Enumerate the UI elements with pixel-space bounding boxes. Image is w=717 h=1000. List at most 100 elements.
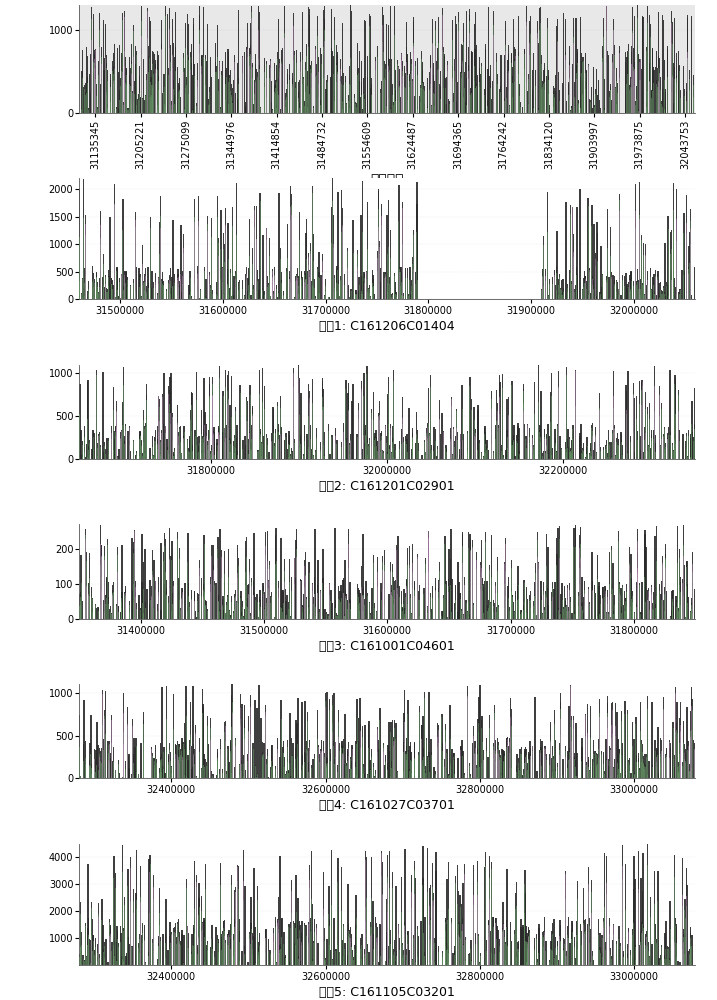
- Bar: [603, 921, 604, 965]
- Bar: [139, 287, 140, 299]
- Bar: [522, 927, 523, 965]
- Bar: [239, 393, 240, 459]
- Bar: [378, 281, 379, 299]
- Bar: [428, 531, 429, 619]
- Bar: [167, 447, 168, 459]
- Bar: [409, 742, 411, 778]
- Bar: [125, 761, 126, 778]
- Bar: [247, 280, 249, 299]
- Bar: [320, 442, 321, 459]
- Bar: [121, 276, 122, 299]
- Bar: [637, 269, 638, 299]
- Bar: [644, 772, 645, 778]
- Bar: [259, 609, 260, 619]
- Bar: [573, 234, 574, 299]
- Bar: [394, 282, 396, 299]
- Bar: [83, 288, 85, 299]
- Bar: [617, 755, 618, 778]
- Bar: [323, 389, 324, 459]
- Bar: [638, 753, 640, 778]
- Bar: [607, 734, 608, 778]
- Bar: [342, 745, 343, 778]
- Bar: [530, 16, 531, 113]
- Bar: [599, 947, 600, 965]
- Bar: [691, 946, 693, 965]
- Bar: [290, 194, 292, 299]
- Bar: [258, 451, 259, 459]
- Bar: [217, 296, 218, 299]
- Bar: [507, 415, 508, 459]
- Bar: [227, 937, 228, 965]
- Bar: [195, 735, 196, 778]
- Bar: [277, 52, 278, 113]
- Bar: [206, 216, 208, 299]
- Bar: [209, 377, 211, 459]
- Bar: [376, 942, 377, 965]
- Bar: [85, 758, 86, 778]
- Bar: [140, 296, 141, 299]
- Bar: [329, 753, 331, 778]
- Bar: [554, 582, 556, 619]
- Bar: [145, 608, 146, 619]
- Bar: [449, 595, 450, 619]
- Bar: [351, 947, 352, 965]
- Bar: [143, 281, 144, 299]
- Bar: [218, 79, 219, 113]
- Bar: [382, 50, 383, 113]
- Bar: [639, 297, 640, 299]
- Bar: [154, 458, 155, 459]
- Bar: [382, 450, 383, 459]
- Bar: [350, 440, 351, 459]
- Bar: [120, 432, 121, 459]
- Bar: [266, 228, 267, 299]
- Bar: [85, 764, 86, 778]
- Bar: [175, 100, 176, 113]
- Bar: [152, 436, 153, 459]
- Bar: [365, 907, 366, 965]
- Bar: [588, 767, 589, 778]
- Bar: [149, 865, 151, 965]
- Bar: [105, 947, 106, 965]
- Bar: [166, 771, 167, 778]
- Bar: [234, 890, 235, 965]
- Bar: [373, 555, 374, 619]
- Bar: [237, 598, 239, 619]
- Bar: [431, 609, 432, 619]
- Bar: [543, 429, 545, 459]
- Bar: [82, 959, 84, 965]
- Bar: [413, 286, 414, 299]
- Bar: [166, 686, 167, 778]
- Bar: [237, 603, 238, 619]
- Bar: [449, 101, 450, 113]
- Bar: [339, 952, 340, 965]
- Bar: [533, 448, 534, 459]
- Bar: [518, 451, 520, 459]
- Bar: [502, 930, 503, 965]
- Bar: [630, 607, 631, 619]
- Bar: [442, 743, 443, 778]
- Bar: [131, 542, 133, 619]
- Bar: [371, 413, 372, 459]
- Bar: [692, 710, 693, 778]
- Bar: [664, 955, 665, 965]
- Bar: [309, 277, 310, 299]
- Bar: [619, 74, 620, 113]
- Bar: [174, 960, 175, 965]
- Bar: [576, 753, 578, 778]
- Bar: [567, 585, 569, 619]
- Bar: [215, 583, 217, 619]
- Bar: [173, 593, 174, 619]
- Bar: [332, 178, 333, 299]
- Bar: [651, 435, 652, 459]
- Bar: [222, 921, 224, 965]
- Bar: [407, 750, 409, 778]
- Bar: [222, 455, 224, 459]
- Bar: [123, 385, 124, 459]
- Bar: [678, 608, 679, 619]
- Bar: [227, 403, 229, 459]
- Bar: [360, 949, 361, 965]
- Bar: [402, 950, 404, 965]
- Bar: [672, 597, 673, 619]
- Bar: [624, 608, 625, 619]
- Bar: [470, 776, 471, 778]
